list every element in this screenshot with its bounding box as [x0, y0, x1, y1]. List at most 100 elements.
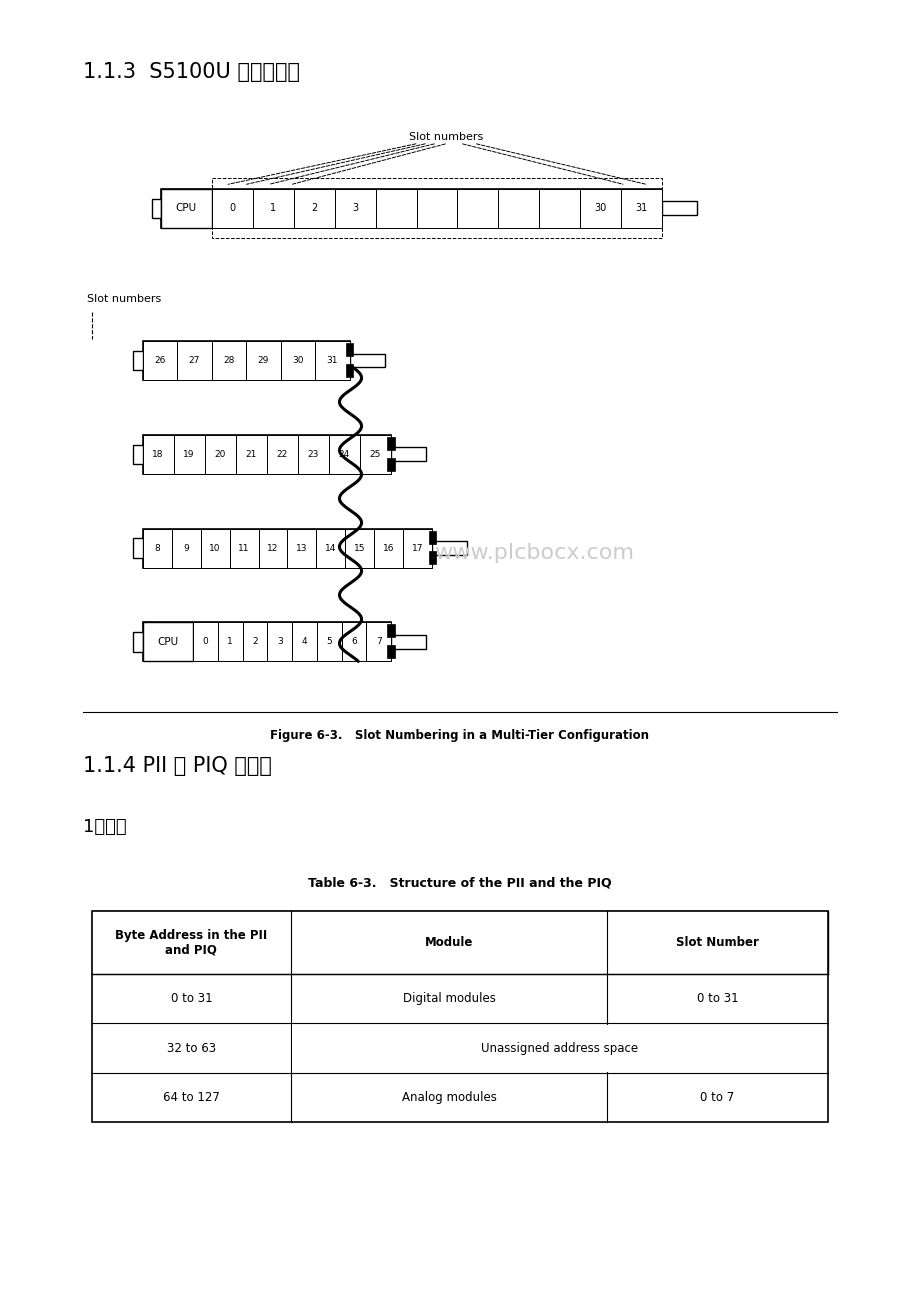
- Text: 1.1.4 PII 和 PIQ 的结构: 1.1.4 PII 和 PIQ 的结构: [83, 755, 271, 776]
- Text: 27: 27: [188, 357, 199, 365]
- Bar: [258, 529, 287, 568]
- Bar: [291, 1025, 826, 1072]
- Bar: [161, 189, 662, 228]
- Text: 32 to 63: 32 to 63: [166, 1042, 216, 1055]
- Bar: [142, 341, 349, 380]
- Text: 1、范围: 1、范围: [83, 818, 126, 836]
- Text: 30: 30: [595, 203, 607, 214]
- Text: Table 6-3.   Structure of the PII and the PIQ: Table 6-3. Structure of the PII and the …: [308, 876, 611, 889]
- Bar: [387, 437, 394, 450]
- Bar: [133, 539, 142, 557]
- Text: 16: 16: [382, 544, 394, 552]
- Text: Slot numbers: Slot numbers: [87, 294, 162, 305]
- Text: 15: 15: [354, 544, 365, 552]
- Text: 0: 0: [202, 638, 209, 646]
- Bar: [142, 622, 391, 661]
- Bar: [152, 199, 161, 217]
- Bar: [92, 911, 827, 1122]
- Bar: [403, 529, 432, 568]
- Text: 11: 11: [238, 544, 250, 552]
- Bar: [92, 911, 827, 974]
- Text: 23: 23: [307, 450, 319, 458]
- Text: 21: 21: [245, 450, 256, 458]
- Bar: [161, 189, 211, 228]
- Bar: [335, 189, 375, 228]
- Bar: [211, 178, 662, 238]
- Bar: [246, 341, 280, 380]
- Bar: [498, 189, 539, 228]
- Bar: [142, 341, 177, 380]
- Bar: [142, 622, 193, 661]
- Text: 1.1.3  S5100U 的机架配置: 1.1.3 S5100U 的机架配置: [83, 61, 300, 82]
- Bar: [253, 189, 293, 228]
- Text: 25: 25: [369, 450, 380, 458]
- Bar: [662, 202, 697, 215]
- Bar: [346, 342, 353, 355]
- Text: 13: 13: [296, 544, 307, 552]
- Bar: [539, 189, 580, 228]
- Bar: [218, 622, 243, 661]
- Text: CPU: CPU: [176, 203, 197, 214]
- Text: 12: 12: [267, 544, 278, 552]
- Text: www.plcbocx.com: www.plcbocx.com: [433, 543, 633, 564]
- Text: 0 to 31: 0 to 31: [696, 992, 738, 1005]
- Text: 2: 2: [311, 203, 317, 214]
- Text: 29: 29: [257, 357, 268, 365]
- Bar: [133, 350, 142, 370]
- Bar: [432, 542, 467, 555]
- Text: 19: 19: [183, 450, 195, 458]
- Text: Digital modules: Digital modules: [403, 992, 494, 1005]
- Text: 0 to 7: 0 to 7: [699, 1091, 734, 1104]
- Text: 0: 0: [229, 203, 235, 214]
- Bar: [375, 189, 416, 228]
- Text: 20: 20: [214, 450, 226, 458]
- Text: 64 to 127: 64 to 127: [163, 1091, 220, 1104]
- Text: 0 to 31: 0 to 31: [170, 992, 212, 1005]
- Bar: [142, 435, 174, 474]
- Bar: [267, 622, 292, 661]
- Bar: [292, 622, 316, 661]
- Bar: [193, 622, 218, 661]
- Bar: [416, 189, 457, 228]
- Bar: [172, 529, 200, 568]
- Bar: [391, 635, 425, 648]
- Bar: [387, 624, 394, 637]
- Bar: [142, 529, 432, 568]
- Bar: [229, 529, 258, 568]
- Bar: [200, 529, 229, 568]
- Bar: [428, 551, 436, 564]
- Bar: [298, 435, 329, 474]
- Text: Unassigned address space: Unassigned address space: [481, 1042, 637, 1055]
- Text: 9: 9: [183, 544, 188, 552]
- Bar: [580, 189, 620, 228]
- Bar: [177, 341, 211, 380]
- Bar: [620, 189, 662, 228]
- Bar: [133, 631, 142, 651]
- Text: 28: 28: [223, 357, 234, 365]
- Text: 6: 6: [351, 638, 357, 646]
- Bar: [329, 435, 359, 474]
- Bar: [428, 531, 436, 544]
- Bar: [235, 435, 267, 474]
- Bar: [374, 529, 403, 568]
- Text: Slot Number: Slot Number: [675, 936, 758, 949]
- Bar: [133, 445, 142, 465]
- Bar: [287, 529, 316, 568]
- Text: 22: 22: [277, 450, 288, 458]
- Bar: [316, 529, 346, 568]
- Text: 4: 4: [301, 638, 307, 646]
- Text: Byte Address in the PII
and PIQ: Byte Address in the PII and PIQ: [115, 928, 267, 957]
- Bar: [359, 435, 391, 474]
- Bar: [211, 189, 253, 228]
- Text: 30: 30: [292, 357, 303, 365]
- Bar: [293, 189, 335, 228]
- Text: 31: 31: [635, 203, 647, 214]
- Text: 2: 2: [252, 638, 257, 646]
- Text: Slot numbers: Slot numbers: [409, 132, 482, 142]
- Text: 26: 26: [154, 357, 165, 365]
- Bar: [142, 529, 172, 568]
- Bar: [387, 457, 394, 470]
- Text: 14: 14: [325, 544, 336, 552]
- Text: 3: 3: [352, 203, 357, 214]
- Text: 5: 5: [326, 638, 332, 646]
